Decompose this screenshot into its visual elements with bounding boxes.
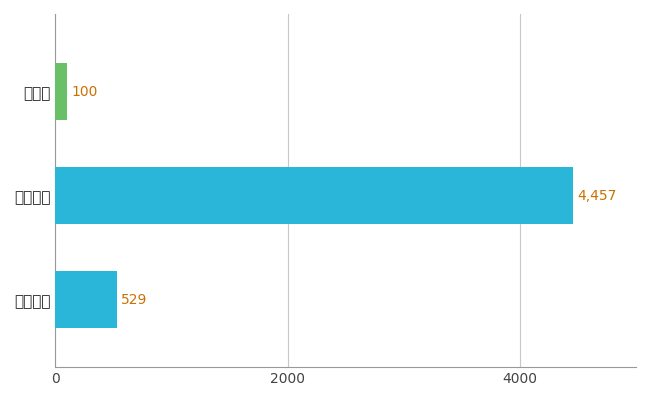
Text: 529: 529	[122, 293, 148, 307]
Bar	[55, 167, 573, 224]
Text: 100: 100	[72, 85, 98, 99]
Bar	[55, 271, 117, 328]
Bar	[55, 63, 67, 120]
Text: 4,457: 4,457	[578, 189, 617, 203]
